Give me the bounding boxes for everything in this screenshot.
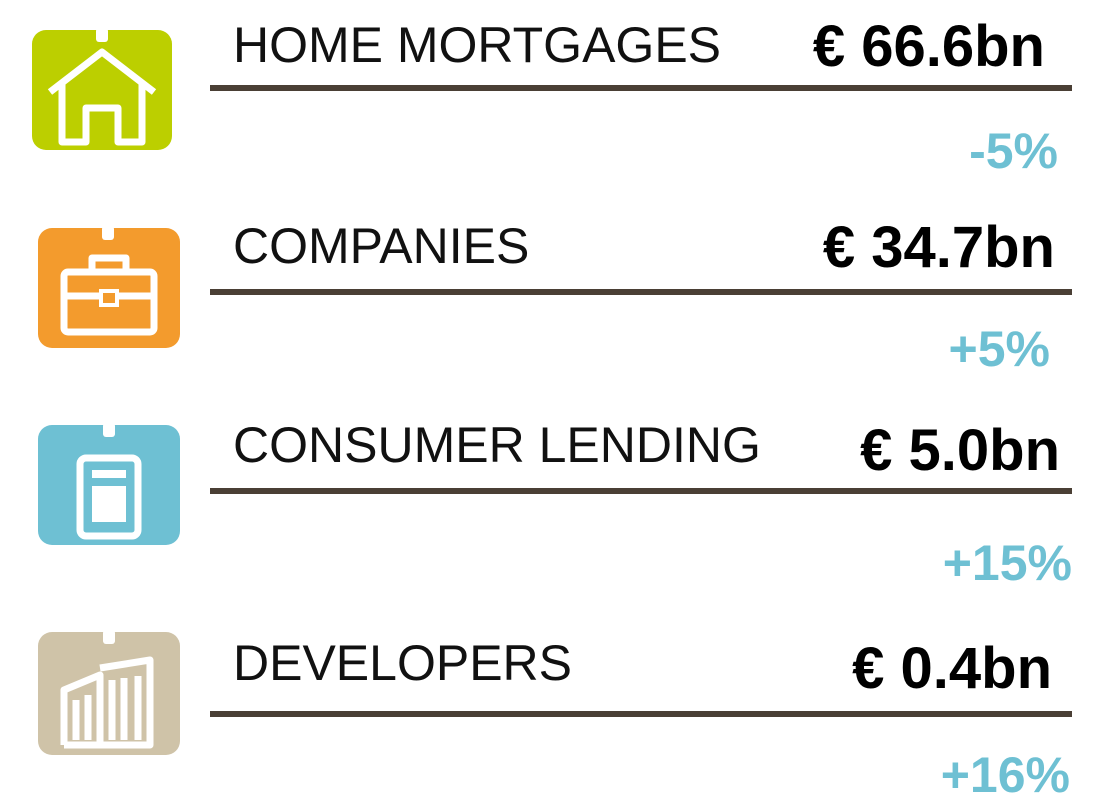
item-label: HOME MORTGAGES — [233, 17, 721, 73]
icon-briefcase — [38, 226, 180, 348]
item-label: DEVELOPERS — [233, 635, 572, 691]
icon-home — [32, 28, 172, 150]
item-change: +16% — [941, 747, 1070, 799]
item-change: -5% — [969, 123, 1058, 179]
item-change: +5% — [949, 321, 1050, 377]
icon-calculator — [38, 423, 180, 545]
icon-building — [38, 630, 180, 755]
item-label: COMPANIES — [233, 218, 529, 274]
item-amount: € 66.6bn — [813, 14, 1045, 79]
item-amount: € 0.4bn — [852, 636, 1052, 701]
item-amount: € 34.7bn — [823, 215, 1055, 280]
item-label: CONSUMER LENDING — [233, 417, 761, 473]
item-amount: € 5.0bn — [860, 418, 1060, 483]
item-change: +15% — [943, 535, 1072, 591]
